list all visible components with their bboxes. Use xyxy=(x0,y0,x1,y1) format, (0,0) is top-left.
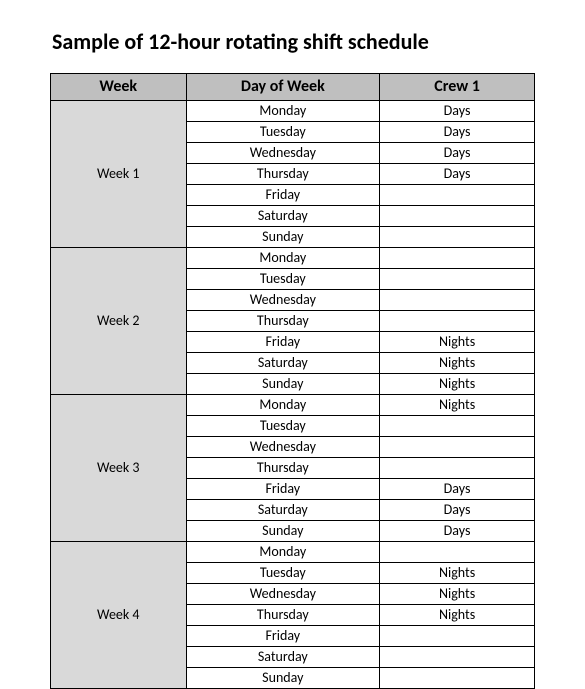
crew-cell xyxy=(380,290,535,311)
day-cell: Sunday xyxy=(186,521,380,542)
day-cell: Monday xyxy=(186,395,380,416)
day-cell: Tuesday xyxy=(186,122,380,143)
crew-cell: Nights xyxy=(380,332,535,353)
day-cell: Friday xyxy=(186,332,380,353)
day-cell: Thursday xyxy=(186,605,380,626)
day-cell: Monday xyxy=(186,248,380,269)
day-cell: Saturday xyxy=(186,647,380,668)
day-cell: Monday xyxy=(186,542,380,563)
table-row: Week 2Monday xyxy=(51,248,535,269)
day-cell: Sunday xyxy=(186,374,380,395)
week-label-cell: Week 4 xyxy=(51,542,187,689)
crew-cell: Days xyxy=(380,479,535,500)
crew-cell xyxy=(380,437,535,458)
crew-cell xyxy=(380,542,535,563)
day-cell: Thursday xyxy=(186,311,380,332)
day-cell: Tuesday xyxy=(186,269,380,290)
page-title: Sample of 12-hour rotating shift schedul… xyxy=(50,28,535,55)
day-cell: Saturday xyxy=(186,206,380,227)
crew-cell xyxy=(380,206,535,227)
crew-cell xyxy=(380,185,535,206)
day-cell: Saturday xyxy=(186,353,380,374)
day-cell: Tuesday xyxy=(186,563,380,584)
col-header-crew: Crew 1 xyxy=(380,74,535,101)
table-row: Week 1MondayDays xyxy=(51,101,535,122)
crew-cell: Nights xyxy=(380,395,535,416)
crew-cell: Days xyxy=(380,143,535,164)
crew-cell xyxy=(380,626,535,647)
crew-cell: Days xyxy=(380,101,535,122)
day-cell: Thursday xyxy=(186,164,380,185)
day-cell: Friday xyxy=(186,479,380,500)
day-cell: Sunday xyxy=(186,668,380,689)
day-cell: Friday xyxy=(186,185,380,206)
crew-cell: Nights xyxy=(380,563,535,584)
crew-cell xyxy=(380,311,535,332)
crew-cell xyxy=(380,668,535,689)
day-cell: Monday xyxy=(186,101,380,122)
crew-cell xyxy=(380,416,535,437)
day-cell: Tuesday xyxy=(186,416,380,437)
crew-cell xyxy=(380,248,535,269)
crew-cell: Nights xyxy=(380,584,535,605)
crew-cell: Nights xyxy=(380,353,535,374)
crew-cell: Nights xyxy=(380,605,535,626)
day-cell: Saturday xyxy=(186,500,380,521)
crew-cell xyxy=(380,458,535,479)
crew-cell: Days xyxy=(380,122,535,143)
col-header-week: Week xyxy=(51,74,187,101)
day-cell: Wednesday xyxy=(186,143,380,164)
col-header-day: Day of Week xyxy=(186,74,380,101)
crew-cell: Days xyxy=(380,500,535,521)
document-page: Sample of 12-hour rotating shift schedul… xyxy=(0,0,585,689)
day-cell: Wednesday xyxy=(186,584,380,605)
crew-cell xyxy=(380,269,535,290)
schedule-table: Week Day of Week Crew 1 Week 1MondayDays… xyxy=(50,73,535,689)
table-row: Week 4Monday xyxy=(51,542,535,563)
crew-cell: Days xyxy=(380,521,535,542)
week-label-cell: Week 1 xyxy=(51,101,187,248)
table-row: Week 3MondayNights xyxy=(51,395,535,416)
day-cell: Friday xyxy=(186,626,380,647)
table-header-row: Week Day of Week Crew 1 xyxy=(51,74,535,101)
day-cell: Thursday xyxy=(186,458,380,479)
crew-cell: Nights xyxy=(380,374,535,395)
crew-cell: Days xyxy=(380,164,535,185)
crew-cell xyxy=(380,227,535,248)
week-label-cell: Week 3 xyxy=(51,395,187,542)
week-label-cell: Week 2 xyxy=(51,248,187,395)
day-cell: Wednesday xyxy=(186,290,380,311)
crew-cell xyxy=(380,647,535,668)
day-cell: Wednesday xyxy=(186,437,380,458)
day-cell: Sunday xyxy=(186,227,380,248)
